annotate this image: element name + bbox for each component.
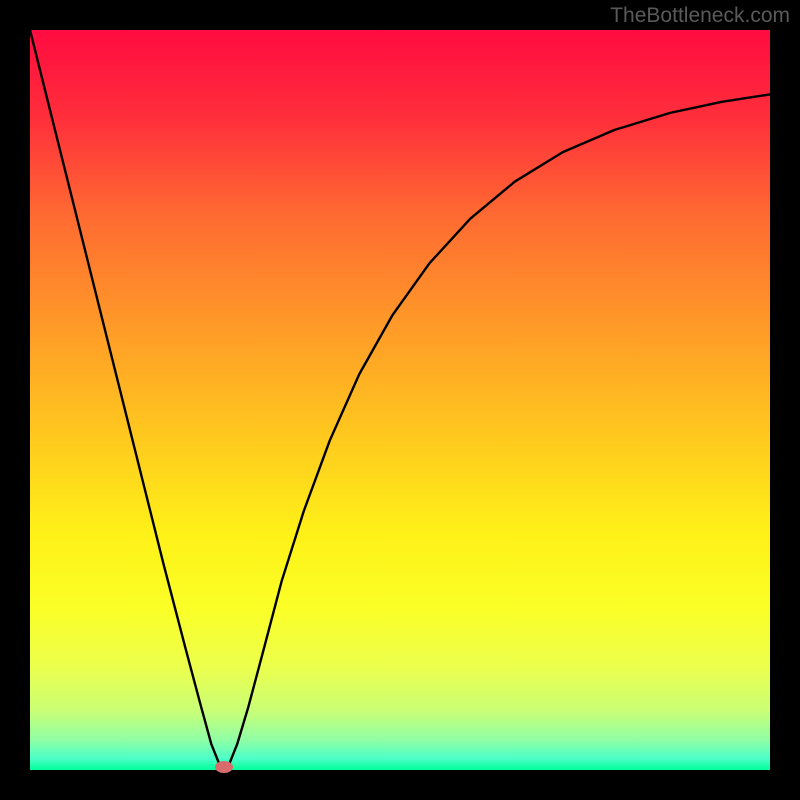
optimal-point-marker <box>215 761 233 773</box>
chart-frame: TheBottleneck.com <box>0 0 800 800</box>
attribution-text: TheBottleneck.com <box>610 4 790 28</box>
plot-area <box>30 30 770 770</box>
bottleneck-curve <box>30 30 770 770</box>
